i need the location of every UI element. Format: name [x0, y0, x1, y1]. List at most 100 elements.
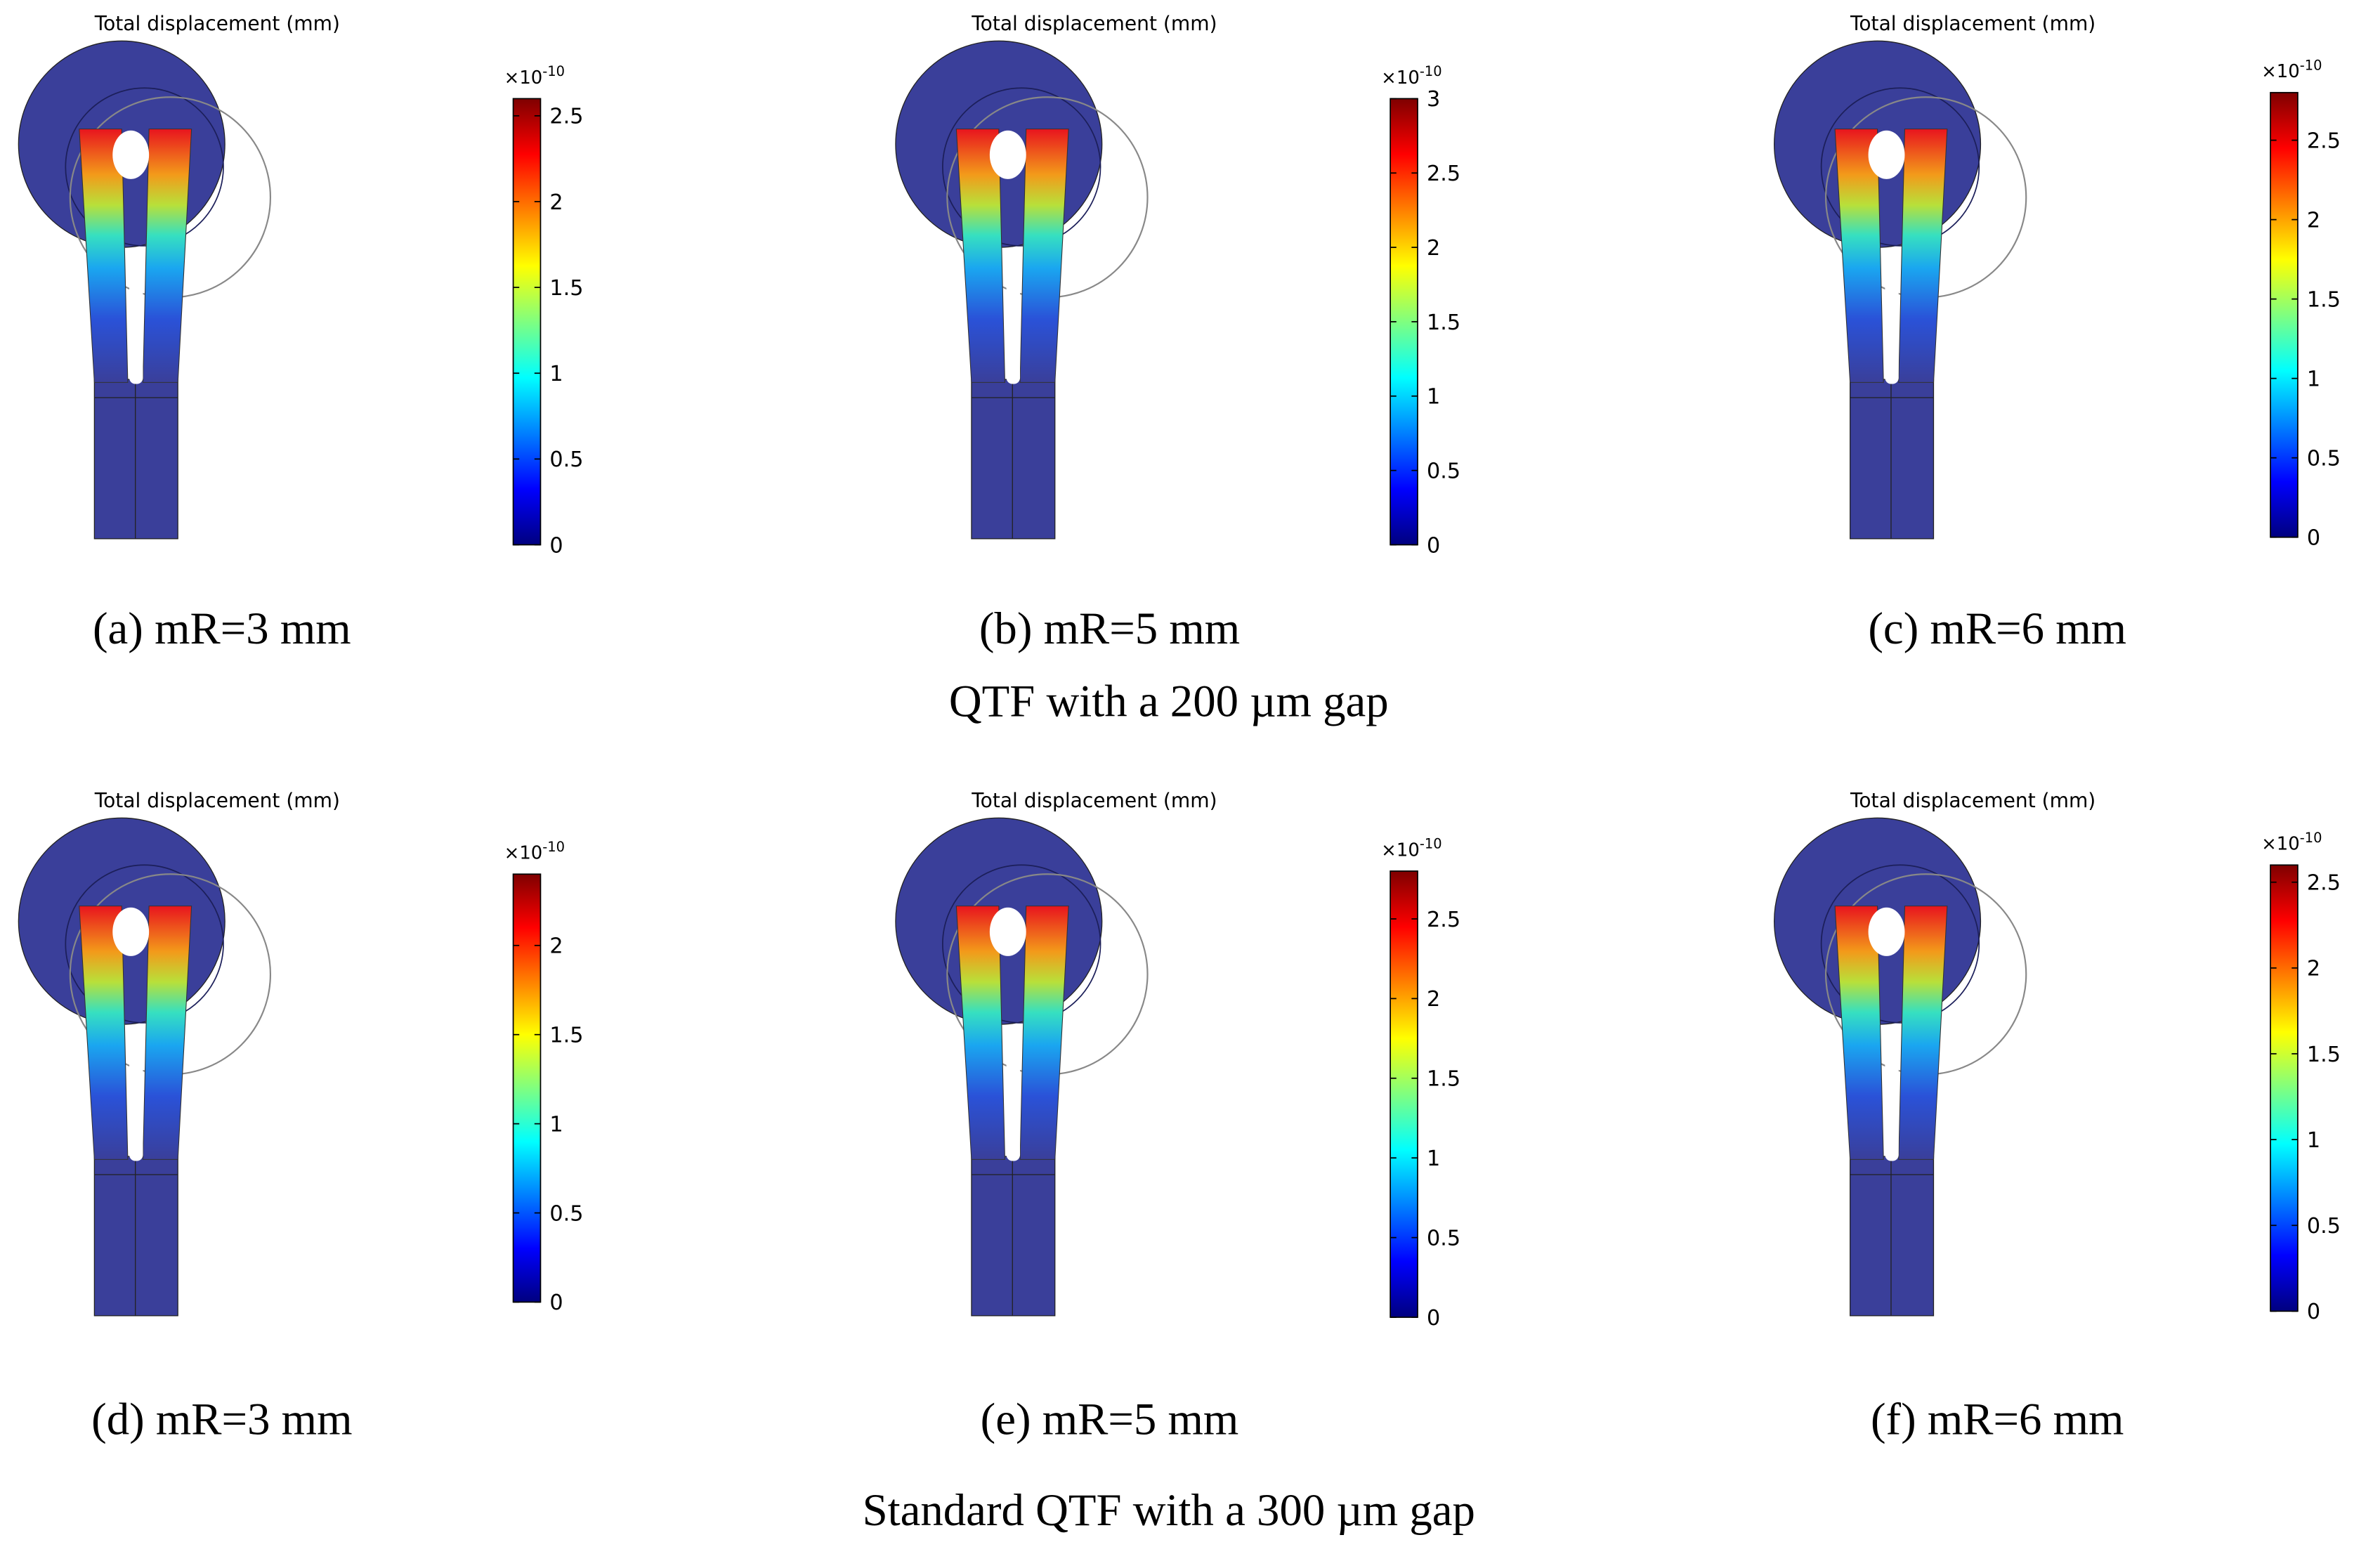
hole [1868, 907, 1905, 956]
colorbar-tick-label: 2.5 [1427, 908, 1460, 932]
plot-title: Total displacement (mm) [971, 12, 1217, 35]
panel-caption: (c) mR=6 mm [1868, 603, 2126, 654]
colorbar [1390, 870, 1418, 1318]
colorbar-tick-label: 1 [1427, 385, 1440, 410]
colorbar-tick-label: 3 [1427, 87, 1440, 112]
exponent: -10 [2300, 57, 2322, 73]
group-caption: QTF with a 200 µm gap [949, 677, 1389, 727]
prong [1019, 129, 1069, 383]
panel-caption: (e) mR=5 mm [981, 1394, 1239, 1444]
hole [1868, 130, 1905, 179]
panel: Total displacement (mm) ×10-10 0 0.5 1 1.5 2 2.… [1774, 12, 2341, 654]
prong [142, 906, 192, 1160]
colorbar-tick-label: 0 [549, 533, 563, 558]
prong [142, 129, 192, 383]
colorbar-tick-label: 1.5 [1427, 1067, 1460, 1092]
colorbar-tick-label: 1.5 [2307, 1043, 2341, 1067]
hole [112, 130, 150, 179]
multiplier: ×10 [504, 843, 543, 864]
colorbar-tick-label: 1.5 [2307, 287, 2341, 312]
panel: Total displacement (mm) ×10-10 0 0.5 1 1.5 2 2.… [895, 12, 1460, 654]
slot [1885, 266, 1899, 384]
colorbar-tick-label: 1.5 [549, 276, 583, 301]
colorbar-tick-label: 0.5 [549, 448, 583, 472]
colorbar-tick-label: 1 [1427, 1147, 1440, 1171]
exponent: -10 [542, 63, 565, 79]
multiplier: ×10 [504, 67, 543, 89]
prong [1898, 906, 1948, 1160]
disk-ring [65, 87, 224, 247]
colorbar-tick-label: 2.5 [549, 105, 583, 129]
prong [79, 906, 129, 1160]
slot [1006, 1043, 1021, 1161]
colorbar-tick-label: 2 [1427, 987, 1440, 1012]
colorbar [512, 873, 542, 1303]
prong [1834, 906, 1884, 1160]
colorbar-multiplier: ×10-10 [504, 63, 565, 89]
plot-title: Total displacement (mm) [1850, 789, 2095, 812]
colorbar-tick-label: 1 [2307, 1128, 2320, 1153]
colorbar-tick-label: 0.5 [1427, 459, 1460, 483]
multiplier: ×10 [2261, 834, 2300, 855]
hole [989, 907, 1026, 956]
colorbar-multiplier: ×10-10 [2261, 57, 2322, 82]
colorbar [2270, 91, 2299, 538]
colorbar-tick-label: 1.5 [549, 1023, 583, 1047]
plot-title: Total displacement (mm) [94, 12, 340, 35]
fork-base [971, 1156, 1056, 1317]
hole [989, 130, 1026, 179]
colorbar-tick-label: 1 [2307, 367, 2320, 391]
prong [1019, 906, 1069, 1160]
slot [129, 266, 143, 384]
colorbar [2270, 864, 2299, 1312]
exponent: -10 [1420, 836, 1442, 852]
colorbar-tick-label: 0 [1427, 1306, 1440, 1331]
multiplier: ×10 [1381, 840, 1420, 861]
colorbar-tick-label: 0 [2307, 1300, 2320, 1324]
slot [1006, 266, 1021, 384]
fork-base [971, 379, 1056, 540]
colorbar-tick-label: 1.5 [1427, 311, 1460, 335]
colorbar-multiplier: ×10-10 [1381, 63, 1441, 89]
exponent: -10 [2300, 830, 2322, 846]
colorbar-tick-label: 2 [1427, 236, 1440, 261]
panel: Total displacement (mm) ×10-10 0 0.5 1 1.5 2 2.… [1774, 789, 2341, 1444]
colorbar [512, 98, 542, 546]
colorbar-tick-label: 2 [549, 934, 563, 959]
colorbar-tick-label: 2 [2307, 957, 2320, 981]
prong [955, 906, 1006, 1160]
colorbar-tick-label: 2.5 [2307, 871, 2341, 896]
colorbar-tick-label: 2 [2307, 208, 2320, 233]
colorbar-multiplier: ×10-10 [504, 839, 565, 864]
colorbar-tick-label: 2 [549, 190, 563, 215]
fork-base [1850, 1156, 1935, 1317]
colorbar-tick-label: 1 [549, 1112, 563, 1137]
panel-caption: (f) mR=6 mm [1871, 1394, 2124, 1444]
group-caption: Standard QTF with a 300 µm gap [863, 1485, 1475, 1536]
panel-caption: (a) mR=3 mm [93, 603, 351, 654]
slot [129, 1043, 143, 1161]
prong [79, 129, 129, 383]
colorbar-tick-label: 2.5 [1427, 162, 1460, 186]
colorbar-tick-label: 0.5 [2307, 1214, 2341, 1239]
hole [112, 907, 150, 956]
plot-title: Total displacement (mm) [94, 789, 340, 812]
panel: Total displacement (mm) ×10-10 0 0.5 1 1.5 2 2.… [18, 12, 584, 654]
prong [1834, 129, 1884, 383]
colorbar-tick-label: 0.5 [2307, 446, 2341, 471]
fork-base [93, 1156, 178, 1317]
colorbar-tick-label: 2.5 [2307, 129, 2341, 153]
colorbar-tick-label: 0 [549, 1291, 563, 1315]
disk-ring [942, 87, 1101, 247]
exponent: -10 [1420, 63, 1442, 79]
panel: Total displacement (mm) ×10-10 0 0.5 1 1.5 2 (d… [18, 789, 584, 1444]
multiplier: ×10 [2261, 61, 2300, 82]
plot-title: Total displacement (mm) [971, 789, 1217, 812]
disk-ring [942, 864, 1101, 1024]
colorbar-tick-label: 1 [549, 362, 563, 386]
plot-title: Total displacement (mm) [1850, 12, 2095, 35]
colorbar-multiplier: ×10-10 [2261, 830, 2322, 855]
colorbar-tick-label: 0.5 [549, 1201, 583, 1226]
fork-base [93, 379, 178, 540]
